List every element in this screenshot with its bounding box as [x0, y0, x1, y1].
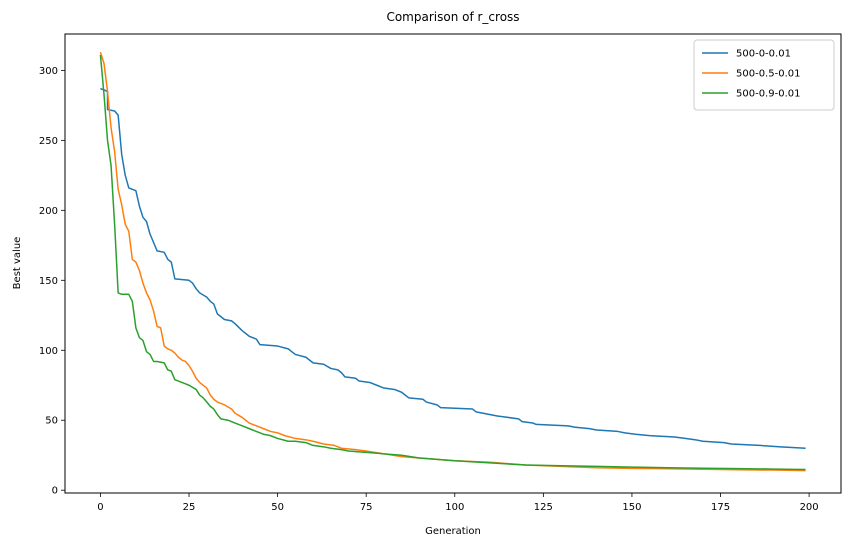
plot-area	[99, 51, 806, 472]
y-tick-label: 100	[39, 346, 58, 357]
x-tick-label: 25	[183, 502, 196, 513]
x-tick-label: 50	[271, 502, 284, 513]
legend-label-3: 500-0.9-0.01	[736, 89, 800, 100]
plot-frame	[64, 33, 842, 494]
y-tick-label: 50	[45, 416, 58, 427]
legend-label-2: 500-0.5-0.01	[736, 69, 800, 80]
x-tick-label: 150	[622, 502, 641, 513]
series-line-3	[99, 54, 806, 471]
x-tick-label: 200	[800, 502, 819, 513]
chart-title: Comparison of r_cross	[386, 10, 519, 24]
x-tick-label: 175	[711, 502, 730, 513]
y-tick-label: 250	[39, 136, 58, 147]
y-axis: 0 50 100 150 200 250 300	[39, 66, 65, 497]
y-tick-label: 200	[39, 206, 58, 217]
x-axis-label: Generation	[425, 526, 481, 537]
legend: 500-0-0.01 500-0.5-0.01 500-0.9-0.01	[693, 39, 835, 111]
x-tick-label: 0	[97, 502, 103, 513]
y-tick-label: 150	[39, 276, 58, 287]
y-tick-label: 300	[39, 66, 58, 77]
x-axis: 0 25 50 75 100 125 150 175 200	[97, 493, 819, 513]
legend-box	[693, 39, 835, 111]
y-tick-label: 0	[52, 486, 58, 497]
legend-label-1: 500-0-0.01	[736, 49, 791, 60]
y-axis-label: Best value	[12, 237, 23, 290]
x-tick-label: 125	[534, 502, 553, 513]
x-tick-label: 100	[445, 502, 464, 513]
series-line-1	[100, 87, 806, 449]
x-tick-label: 75	[360, 502, 373, 513]
